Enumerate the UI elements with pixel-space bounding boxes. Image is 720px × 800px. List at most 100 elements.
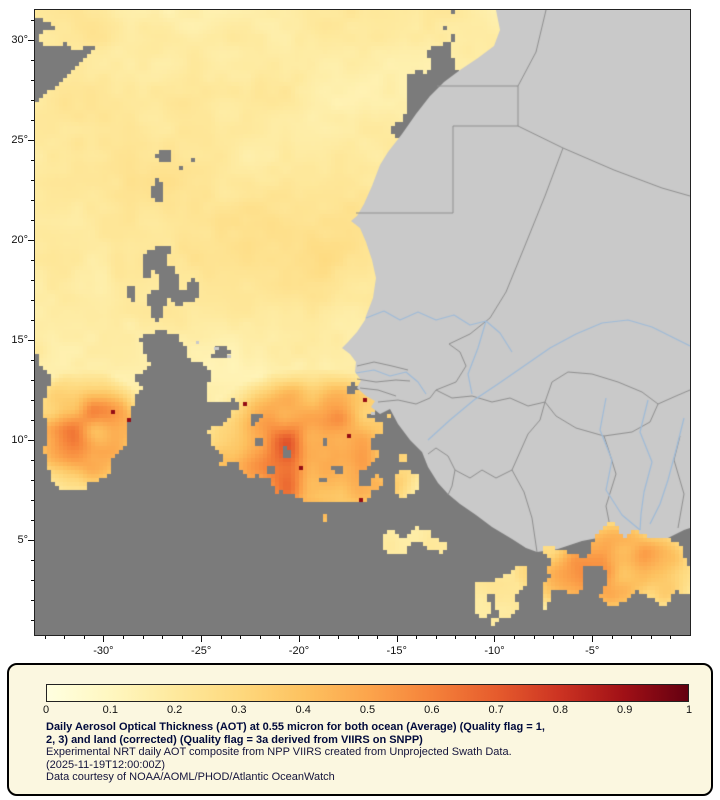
colorbar-tick-label: 0.4 — [295, 704, 311, 716]
lon-major-tick — [494, 636, 496, 642]
colorbar-tick-labels: 0 0.1 0.2 0.3 0.4 0.5 0.6 0.7 0.8 0.9 1 — [42, 704, 693, 718]
lon-minor-tick — [181, 636, 183, 639]
lon-major-tick — [298, 636, 300, 642]
lat-minor-tick — [31, 520, 34, 521]
lat-tick-label: 30° — [11, 34, 28, 46]
colorbar-tick-label: 1 — [685, 704, 693, 716]
lat-minor-tick — [31, 320, 34, 321]
lat-tick-label: 20° — [11, 234, 28, 246]
lon-minor-tick — [533, 636, 535, 639]
legend-panel: 0 0.1 0.2 0.3 0.4 0.5 0.6 0.7 0.8 0.9 1 Daily Aero… — [7, 663, 713, 796]
lat-major-tick — [28, 340, 34, 341]
colorbar-tick-label: 0.5 — [359, 704, 376, 716]
lat-minor-tick — [31, 220, 34, 221]
lon-tick-label: -30° — [93, 645, 114, 657]
lon-minor-tick — [572, 636, 574, 639]
lat-minor-tick — [31, 200, 34, 201]
legend-timestamp: (2025-11-19T12:00:00Z) — [46, 758, 166, 771]
lon-minor-tick — [259, 636, 261, 639]
lat-minor-tick — [31, 360, 34, 361]
lat-tick-label: 5° — [17, 534, 28, 546]
legend-courtesy: Data courtesy of NOAA/AOML/PHOD/Atlantic… — [46, 771, 335, 783]
lon-tick-label: -15° — [386, 645, 407, 657]
lon-minor-tick — [377, 636, 379, 639]
lon-minor-tick — [279, 636, 281, 639]
lat-major-tick — [28, 140, 34, 141]
lon-minor-tick — [44, 636, 46, 639]
lon-minor-tick — [220, 636, 222, 639]
lon-minor-tick — [650, 636, 652, 639]
lon-major-tick — [103, 636, 105, 642]
lat-major-tick — [28, 540, 34, 541]
lat-minor-tick — [31, 180, 34, 181]
lon-minor-tick — [435, 636, 437, 639]
lon-minor-tick — [553, 636, 555, 639]
colorbar-tick-label: 0.3 — [231, 704, 247, 716]
lon-minor-tick — [122, 636, 124, 639]
lon-tick-label: -5° — [585, 645, 600, 657]
legend-title-line-2: 2, 3) and land (corrected) (Quality flag… — [46, 733, 423, 746]
lon-minor-tick — [455, 636, 457, 639]
lat-minor-tick — [31, 280, 34, 281]
lon-minor-tick — [64, 636, 66, 639]
lon-tick-label: -25° — [191, 645, 212, 657]
colorbar-tick-label: 0.9 — [617, 704, 633, 716]
lat-minor-tick — [31, 460, 34, 461]
lon-minor-tick — [357, 636, 359, 639]
aot-colorbar — [46, 684, 689, 702]
legend-title-line-1: Daily Aerosol Optical Thickness (AOT) at… — [46, 721, 545, 733]
legend-description: Experimental NRT daily AOT composite fro… — [46, 746, 512, 758]
lon-minor-tick — [318, 636, 320, 639]
lat-minor-tick — [31, 20, 34, 21]
lat-tick-label: 25° — [11, 134, 28, 146]
lat-minor-tick — [31, 60, 34, 61]
colorbar-tick-label: 0.2 — [166, 704, 183, 716]
lat-minor-tick — [31, 480, 34, 481]
colorbar-wrap: 0 0.1 0.2 0.3 0.4 0.5 0.6 0.7 0.8 0.9 1 — [42, 684, 693, 718]
lat-minor-tick — [31, 600, 34, 601]
lat-minor-tick — [31, 580, 34, 581]
lon-minor-tick — [83, 636, 85, 639]
colorbar-tick-label: 0.8 — [552, 704, 569, 716]
lat-minor-tick — [31, 420, 34, 421]
lon-minor-tick — [338, 636, 340, 639]
lon-minor-tick — [162, 636, 164, 639]
lon-minor-tick — [611, 636, 613, 639]
lon-minor-tick — [474, 636, 476, 639]
lat-minor-tick — [31, 400, 34, 401]
aot-map-canvas — [35, 10, 690, 635]
lat-major-tick — [28, 240, 34, 241]
lat-minor-tick — [31, 380, 34, 381]
lat-minor-tick — [31, 260, 34, 261]
colorbar-tick-label: 0.1 — [102, 704, 118, 716]
lon-major-tick — [592, 636, 594, 642]
lon-tick-label: -20° — [288, 645, 310, 657]
lat-minor-tick — [31, 300, 34, 301]
lat-tick-label: 15° — [11, 334, 28, 346]
map-area — [34, 9, 691, 636]
lon-tick-label: -10° — [484, 645, 505, 657]
lat-tick-label: 10° — [11, 434, 28, 446]
lat-minor-tick — [31, 560, 34, 561]
legend-text-block: Daily Aerosol Optical Thickness (AOT) at… — [46, 721, 695, 784]
lat-major-tick — [28, 40, 34, 41]
lon-minor-tick — [631, 636, 633, 639]
lon-minor-tick — [240, 636, 242, 639]
lon-minor-tick — [670, 636, 672, 639]
lon-minor-tick — [514, 636, 516, 639]
colorbar-tick-label: 0.7 — [488, 704, 504, 716]
lat-major-tick — [28, 440, 34, 441]
lat-minor-tick — [31, 80, 34, 81]
lon-major-tick — [201, 636, 203, 642]
colorbar-tick-label: 0 — [42, 704, 50, 716]
lat-minor-tick — [31, 160, 34, 161]
colorbar-tick-label: 0.6 — [424, 704, 440, 716]
lon-minor-tick — [416, 636, 418, 639]
lon-minor-tick — [142, 636, 144, 639]
lat-minor-tick — [31, 620, 34, 621]
lat-minor-tick — [31, 100, 34, 101]
lat-minor-tick — [31, 120, 34, 121]
lat-minor-tick — [31, 500, 34, 501]
lon-major-tick — [396, 636, 398, 642]
